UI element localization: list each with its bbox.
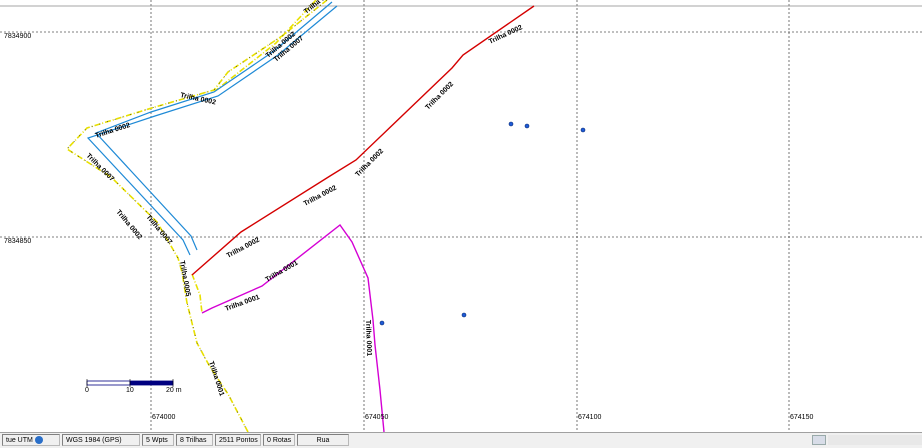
- track-label: Trilha 0001: [224, 294, 261, 313]
- scale-bar-segment: [129, 380, 174, 386]
- grid-label-y: 7834850: [4, 238, 32, 245]
- status-indicator: [812, 435, 826, 445]
- waypoint-marker[interactable]: [461, 312, 467, 318]
- track-label: Trilha 0002: [354, 148, 385, 179]
- grid-label-x: 674100: [578, 414, 602, 421]
- status-projection[interactable]: tue UTM: [2, 434, 60, 446]
- track-yellow[interactable]: [65, 0, 328, 432]
- scale-bar: [86, 379, 174, 387]
- track-trilha-0007[interactable]: [86, 5, 338, 256]
- track-trilha-0002[interactable]: [191, 5, 535, 276]
- track-trilha-0001[interactable]: [201, 223, 385, 432]
- scale-bar-segment: [86, 380, 131, 386]
- track-yellow-dots: [66, 0, 328, 432]
- grid-label-x: 674050: [365, 414, 389, 421]
- grid-label-x: 674150: [790, 414, 814, 421]
- track-labels: Trilha 0002 Trilha 0002 Trilha 0002 Tril…: [85, 0, 524, 397]
- track-label: Trilha 0001: [364, 320, 372, 357]
- track-label: Trilha 0007: [144, 214, 173, 246]
- waypoint-marker[interactable]: [379, 320, 385, 326]
- track-label: Trilha 0002: [114, 209, 143, 241]
- scale-label: 20 m: [166, 387, 182, 394]
- status-waypoints[interactable]: 5 Wpts: [142, 434, 174, 446]
- grid-label-y: 7834900: [4, 33, 32, 40]
- track-label: Trilha 0001: [265, 260, 300, 284]
- track-label: Trilha 0002: [180, 92, 217, 106]
- waypoint-marker[interactable]: [508, 121, 514, 127]
- scale-label: 10: [126, 387, 134, 394]
- waypoints: [379, 121, 586, 326]
- status-rotas[interactable]: 0 Rotas: [263, 434, 295, 446]
- status-trilhas[interactable]: 8 Trilhas: [176, 434, 213, 446]
- waypoint-marker[interactable]: [580, 127, 586, 133]
- track-label: Trilha 0005: [178, 260, 191, 297]
- track-label: Trilha 0002: [488, 24, 524, 46]
- status-datum[interactable]: WGS 1984 (GPS): [62, 434, 140, 446]
- waypoint-marker[interactable]: [524, 123, 530, 129]
- map-canvas[interactable]: Trilha 0002 Trilha 0002 Trilha 0002 Tril…: [0, 0, 922, 432]
- status-pontos[interactable]: 2511 Pontos: [215, 434, 261, 446]
- status-spacer: [828, 435, 922, 445]
- grid-label-x: 674000: [152, 414, 176, 421]
- track-label: Trilha 0002: [303, 185, 338, 208]
- track-label: Trilha 0002: [424, 81, 455, 112]
- globe-icon: [34, 436, 43, 445]
- track-trilha-0007-inner[interactable]: [94, 1, 333, 251]
- grid: [0, 0, 922, 432]
- map-svg[interactable]: Trilha 0002 Trilha 0002 Trilha 0002 Tril…: [0, 0, 922, 432]
- track-label: Trilha 0007: [85, 152, 116, 183]
- scale-label: 0: [85, 387, 89, 394]
- status-mode[interactable]: Rua: [297, 434, 349, 446]
- status-bar: tue UTM WGS 1984 (GPS) 5 Wpts 8 Trilhas …: [0, 432, 922, 448]
- track-label: Trilha 0001: [207, 360, 225, 397]
